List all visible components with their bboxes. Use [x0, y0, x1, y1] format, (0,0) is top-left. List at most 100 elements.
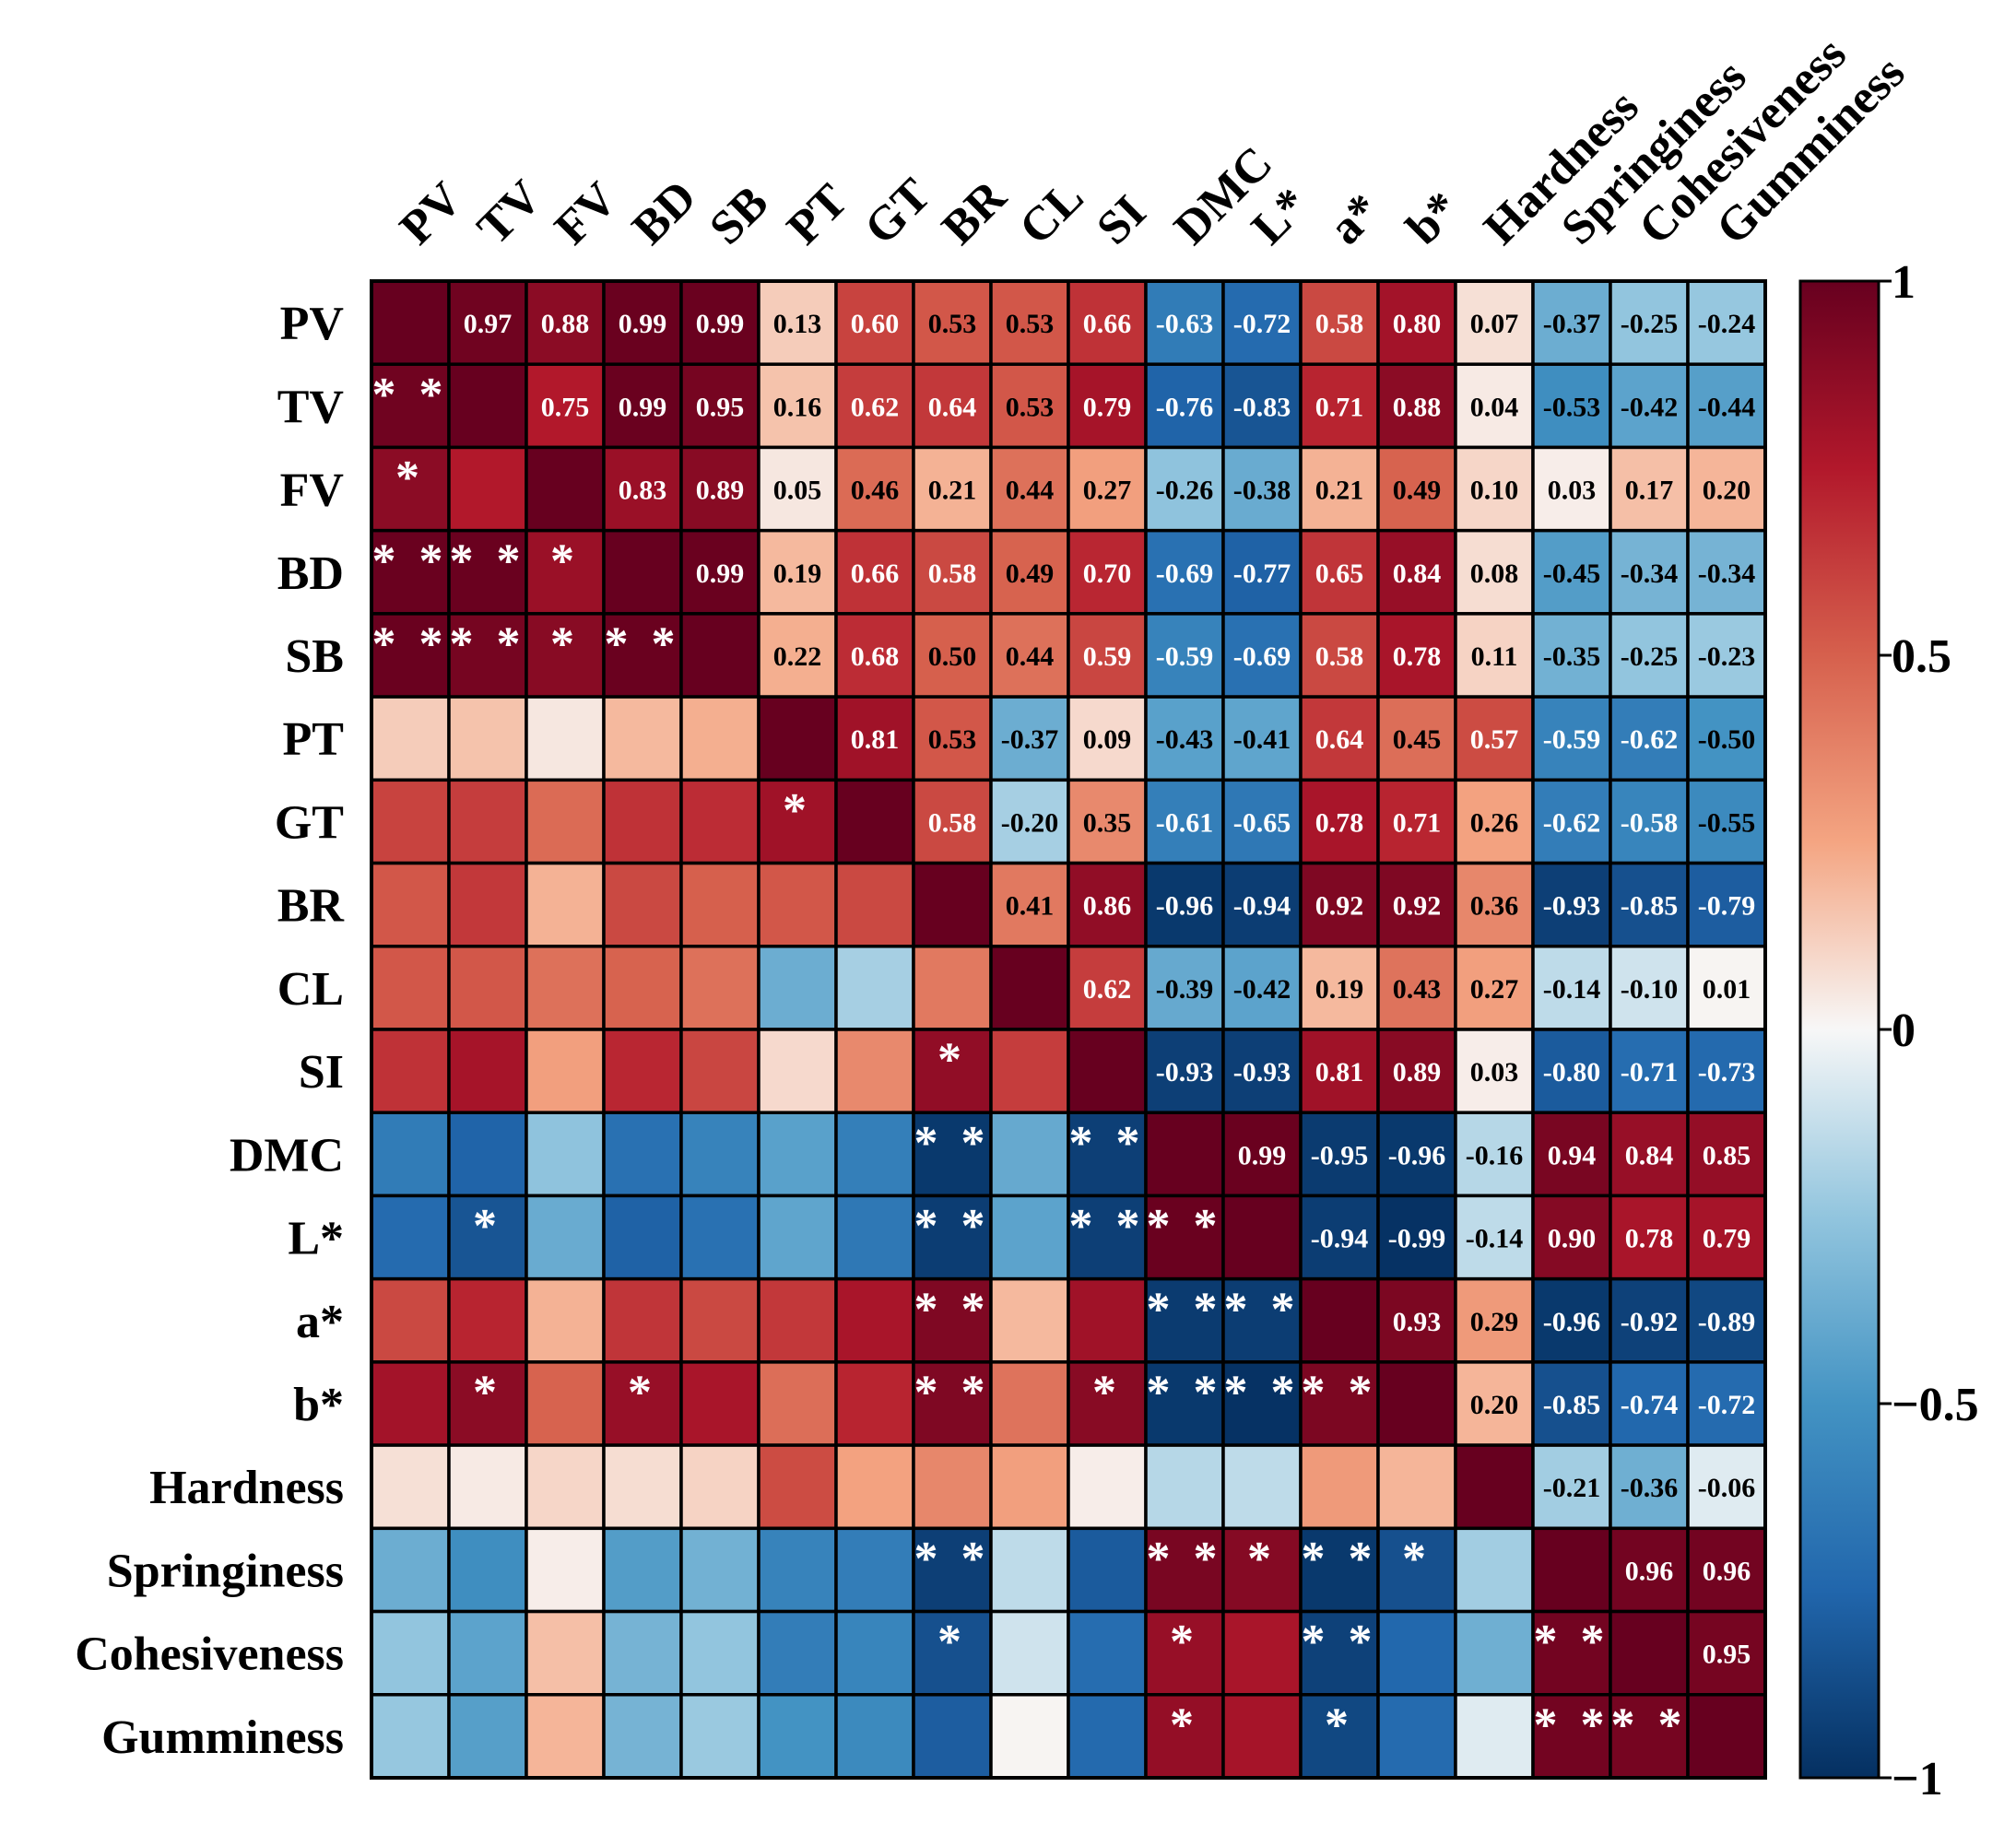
column-label: b*: [1397, 182, 1469, 254]
significance-marker: * *: [605, 618, 681, 671]
heatmap-cell: [1531, 1526, 1612, 1614]
heatmap-cell: [757, 528, 838, 616]
heatmap-cell: [912, 1693, 993, 1780]
heatmap-cell: [1376, 1693, 1457, 1780]
heatmap-cell: [602, 1693, 683, 1780]
correlation-value: 0.96: [1703, 1556, 1751, 1586]
heatmap-cell: [1067, 1193, 1148, 1281]
heatmap-cell: [1376, 1609, 1457, 1697]
heatmap-cell: [757, 695, 838, 782]
correlation-value: 0.58: [928, 807, 977, 838]
correlation-value: -0.14: [1466, 1224, 1524, 1254]
correlation-value: 0.86: [1083, 891, 1132, 922]
row-label: L*: [288, 1213, 344, 1265]
correlation-value: 0.68: [851, 641, 900, 672]
heatmap-cell: [912, 1028, 993, 1114]
heatmap-cell: [679, 1276, 760, 1364]
correlation-value: -0.41: [1233, 724, 1291, 755]
heatmap-cell: [1144, 362, 1225, 450]
heatmap-cell: [1454, 1693, 1535, 1780]
correlation-value: -0.58: [1621, 807, 1679, 838]
heatmap-cell: [1221, 1111, 1303, 1198]
significance-marker: * *: [1302, 1616, 1378, 1668]
correlation-value: 0.41: [1006, 891, 1055, 922]
heatmap-cell: [525, 445, 606, 533]
heatmap-cell: [1531, 861, 1612, 948]
correlation-value: -0.45: [1543, 559, 1601, 589]
heatmap-cell: [834, 612, 915, 699]
heatmap-cell: [834, 1609, 915, 1697]
heatmap-cell: [1454, 612, 1535, 699]
correlation-value: -0.94: [1233, 891, 1291, 922]
correlation-value: 0.94: [1548, 1140, 1597, 1170]
correlation-value: -0.85: [1621, 891, 1679, 922]
heatmap-cell: [834, 362, 915, 450]
heatmap-cell: [757, 861, 838, 948]
correlation-value: 0.92: [1393, 891, 1442, 922]
correlation-value: 0.50: [928, 641, 977, 672]
heatmap-cell: [602, 695, 683, 782]
heatmap-cell: [447, 1526, 528, 1614]
row-label: BD: [277, 547, 344, 600]
significance-marker: * *: [1147, 1367, 1223, 1419]
heatmap-cell: [834, 1360, 915, 1447]
correlation-value: -0.39: [1156, 974, 1214, 1005]
heatmap-cell: [989, 1609, 1070, 1697]
significance-marker: * *: [1611, 1699, 1688, 1751]
heatmap-cell: [1067, 1443, 1148, 1531]
heatmap-cell: [525, 1193, 606, 1281]
heatmap-cell: [1531, 1028, 1612, 1114]
heatmap-cell: [1686, 945, 1767, 1031]
heatmap-cell: [370, 528, 451, 616]
heatmap-cell: [757, 1526, 838, 1614]
correlation-value: 0.80: [1393, 309, 1442, 339]
row-label: Cohesiveness: [75, 1628, 344, 1681]
heatmap-cell: [1454, 1526, 1535, 1614]
heatmap-cell: [525, 1693, 606, 1780]
heatmap-cell: [1531, 445, 1612, 533]
correlation-value: 0.05: [773, 476, 822, 506]
correlation-value: -0.99: [1388, 1224, 1446, 1254]
heatmap-cell: [679, 1693, 760, 1780]
correlation-value: 0.99: [619, 309, 667, 339]
correlation-value: -0.94: [1311, 1224, 1369, 1254]
correlation-value: -0.63: [1156, 309, 1214, 339]
significance-marker: *: [783, 784, 812, 837]
correlation-value: 0.99: [1238, 1140, 1287, 1170]
correlation-value: -0.42: [1233, 974, 1291, 1005]
heatmap-cell: [679, 1609, 760, 1697]
heatmap-cell: [1531, 1111, 1612, 1198]
correlation-value: -0.69: [1156, 559, 1214, 589]
correlation-value: 0.62: [1083, 974, 1132, 1005]
heatmap-cell: [1454, 528, 1535, 616]
heatmap-cell: [1067, 861, 1148, 948]
heatmap-cell: [1067, 1526, 1148, 1614]
correlation-value: 0.79: [1083, 392, 1132, 422]
correlation-value: -0.93: [1156, 1057, 1214, 1088]
significance-marker: * *: [914, 1117, 991, 1170]
heatmap-cell: [1299, 1693, 1380, 1780]
heatmap-cell: [679, 1360, 760, 1447]
correlation-value: -0.37: [1543, 309, 1601, 339]
heatmap-cell: [989, 1443, 1070, 1531]
heatmap-cell: [370, 1443, 451, 1531]
significance-marker: * *: [372, 369, 449, 421]
significance-marker: * *: [1534, 1616, 1610, 1668]
heatmap-cell: [1299, 1526, 1380, 1614]
colorbar: 1 0.5 0 −0.5 −1: [1798, 256, 1979, 1805]
significance-marker: * *: [1224, 1283, 1301, 1335]
correlation-value: 0.85: [1703, 1140, 1751, 1170]
heatmap-cell: [912, 1193, 993, 1281]
heatmap-cell: [1221, 1193, 1303, 1281]
heatmap-cell: [912, 612, 993, 699]
heatmap-cell: [757, 1193, 838, 1281]
correlation-value: 0.44: [1006, 641, 1055, 672]
heatmap-cell: [525, 1360, 606, 1447]
heatmap-cell: [602, 1193, 683, 1281]
heatmap-cell: [525, 861, 606, 948]
correlation-value: 0.84: [1393, 559, 1442, 589]
correlation-value: -0.20: [1001, 807, 1059, 838]
heatmap-cell: [525, 1111, 606, 1198]
correlation-value: 0.88: [1393, 392, 1442, 422]
